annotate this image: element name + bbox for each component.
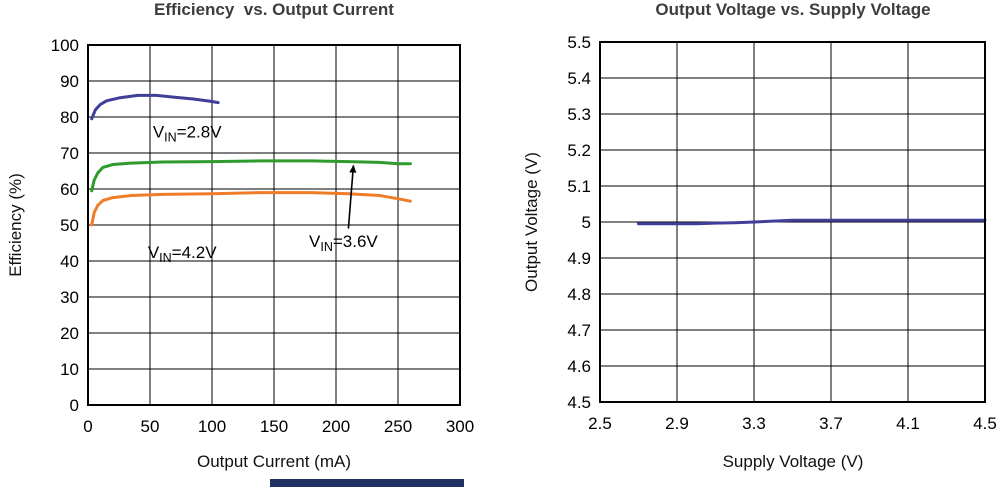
series-line-2: [90, 191, 412, 227]
series-annotation: VIN=3.6V: [309, 232, 378, 254]
x-tick-label: 250: [384, 417, 412, 436]
y-tick-label: 80: [60, 108, 79, 127]
x-tick-label: 3.7: [819, 414, 843, 433]
x-tick-label: 300: [446, 417, 474, 436]
y-tick-label: 50: [60, 216, 79, 235]
series-annotation: VIN=4.2V: [148, 243, 217, 265]
y-tick-label: 4.6: [567, 357, 591, 376]
y-tick-label: 4.8: [567, 285, 591, 304]
chart-title-efficiency: Efficiency vs. Output Current: [154, 0, 394, 19]
x-tick-label: 4.5: [973, 414, 997, 433]
annotation-arrow: [347, 164, 357, 229]
efficiency-chart: Efficiency vs. Output Current Efficiency…: [6, 0, 475, 471]
y-tick-label: 70: [60, 144, 79, 163]
y-tick-label: 5: [582, 213, 591, 232]
y-tick-label: 10: [60, 360, 79, 379]
y-tick-label: 4.7: [567, 321, 591, 340]
x-axis-label-output-current: Output Current (mA): [197, 452, 351, 471]
y-tick-label: 60: [60, 180, 79, 199]
x-tick-label: 50: [141, 417, 160, 436]
x-axis-label-supply-voltage: Supply Voltage (V): [722, 452, 864, 471]
x-tick-label: 150: [260, 417, 288, 436]
y-tick-label: 5.3: [567, 105, 591, 124]
y-tick-label: 4.9: [567, 249, 591, 268]
y-tick-label: 90: [60, 72, 79, 91]
plot-frame: [599, 41, 986, 403]
output-voltage-chart: Output Voltage vs. Supply Voltage Output…: [500, 0, 1000, 487]
series-line-0: [637, 218, 987, 226]
x-tick-label: 0: [83, 417, 92, 436]
x-tick-label: 200: [322, 417, 350, 436]
y-tick-label: 30: [60, 288, 79, 307]
x-tick-label: 2.5: [588, 414, 612, 433]
x-tick-label: 3.3: [742, 414, 766, 433]
y-tick-label: 4.5: [567, 393, 591, 412]
series-line-0: [90, 93, 220, 121]
y-tick-label: 40: [60, 252, 79, 271]
y-tick-label: 5.5: [567, 33, 591, 52]
y-tick-label: 5.2: [567, 141, 591, 160]
x-tick-label: 4.1: [896, 414, 920, 433]
y-tick-label: 100: [51, 36, 79, 55]
footer-bar: [270, 479, 464, 487]
y-tick-label: 20: [60, 324, 79, 343]
efficiency-plot-area: 0 50 100 150 200 250 300 0 10 20 30 40 50 60 70 80 90 100…: [51, 36, 475, 436]
y-tick-label: 5.1: [567, 177, 591, 196]
y-tick-label: 0: [70, 396, 79, 415]
chart-title-output-voltage: Output Voltage vs. Supply Voltage: [655, 0, 931, 19]
output-voltage-plot-area: 2.5 2.9 3.3 3.7 4.1 4.5 4.5 4.6 4.7 4.8 4.9 5 5.1 5.2…: [567, 33, 997, 433]
series-line-1: [90, 159, 412, 193]
y-tick-label: 5.4: [567, 69, 591, 88]
x-tick-label: 2.9: [665, 414, 689, 433]
plot-frame: [87, 44, 461, 406]
x-tick-label: 100: [198, 417, 226, 436]
series-annotation: VIN=2.8V: [153, 122, 222, 144]
